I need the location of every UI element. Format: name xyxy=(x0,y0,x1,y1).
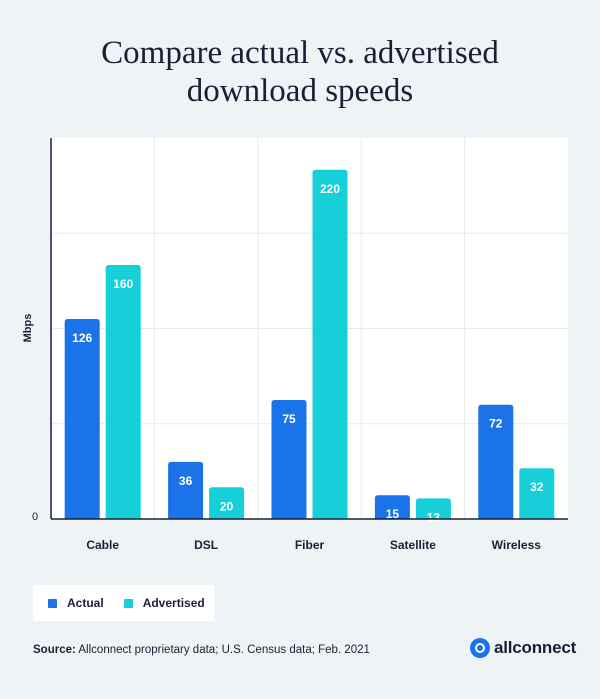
data-label-fiber-advertised: 220 xyxy=(320,182,340,196)
bar-dsl-advertised xyxy=(209,487,245,519)
bar-wireless-advertised xyxy=(519,468,555,519)
y-axis-label: Mbps xyxy=(22,313,34,343)
bar-cable-advertised xyxy=(105,265,141,519)
data-label-cable-advertised: 160 xyxy=(113,277,133,291)
x-tick-label-fiber: Fiber xyxy=(295,538,325,552)
bar-fiber-actual xyxy=(271,399,307,519)
data-label-dsl-advertised: 20 xyxy=(220,499,234,513)
bar-dsl-actual xyxy=(168,461,204,519)
legend-item-actual: Actual xyxy=(48,596,104,610)
x-tick-labels: Cable DSL Fiber Satellite Wireless xyxy=(86,538,541,552)
legend-swatch-actual xyxy=(48,598,57,608)
data-label-dsl-actual: 36 xyxy=(179,474,193,488)
legend-swatch-advertised xyxy=(123,598,133,608)
bar-satellite-advertised xyxy=(415,498,451,519)
bar-fiber-advertised xyxy=(312,169,348,519)
legend-label-advertised: Advertised xyxy=(142,596,205,610)
y-tick-label-zero: 0 xyxy=(32,511,39,523)
bars: 126 160 36 20 75 220 15 13 72 32 xyxy=(64,169,555,524)
data-label-satellite-advertised: 13 xyxy=(427,510,441,524)
data-label-wireless-actual: 72 xyxy=(489,417,503,431)
x-tick-label-dsl: DSL xyxy=(194,538,218,552)
brand-name: allconnect xyxy=(494,638,577,657)
data-label-cable-actual: 126 xyxy=(72,331,92,345)
source-label: Source: xyxy=(33,644,76,656)
data-label-wireless-advertised: 32 xyxy=(530,480,544,494)
bar-cable-actual xyxy=(64,318,100,519)
x-tick-label-cable: Cable xyxy=(86,538,119,552)
chart-title-line-1: Compare actual vs. advertised xyxy=(101,35,499,71)
legend: Actual Advertised xyxy=(33,585,214,621)
source-note: Source: Allconnect proprietary data; U.S… xyxy=(33,644,370,656)
bar-wireless-actual xyxy=(478,404,514,519)
chart-title-line-2: download speeds xyxy=(186,73,414,109)
x-tick-label-satellite: Satellite xyxy=(390,538,436,552)
chart-title: Compare actual vs. advertised download s… xyxy=(0,34,600,110)
bar-satellite-actual xyxy=(374,495,410,519)
x-tick-label-wireless: Wireless xyxy=(492,538,542,552)
legend-label-actual: Actual xyxy=(67,596,104,610)
source-text: Allconnect proprietary data; U.S. Census… xyxy=(78,644,370,656)
legend-item-advertised: Advertised xyxy=(123,596,205,610)
allconnect-logo-icon xyxy=(470,638,490,658)
data-label-satellite-actual: 15 xyxy=(386,507,400,521)
brand-logo: allconnect xyxy=(470,638,576,658)
data-label-fiber-actual: 75 xyxy=(282,412,296,426)
